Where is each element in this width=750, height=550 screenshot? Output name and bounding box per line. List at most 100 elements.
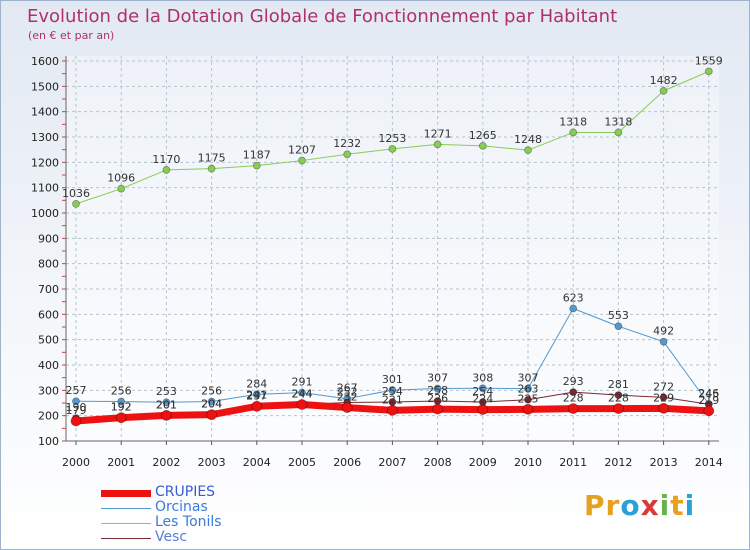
data-point-crupies [115,412,127,424]
data-point-les-tonils [72,199,80,208]
data-label-orcinas: 246 [698,387,719,400]
y-tick-label: 200 [38,410,59,423]
data-point-orcinas [117,397,126,406]
x-tick-label: 2013 [650,456,678,469]
data-point-crupies [658,402,669,414]
y-tick-label: 1100 [31,182,59,195]
data-label-crupies: 219 [698,394,719,407]
data-label-vesc: 252 [337,385,358,398]
data-point-crupies [251,400,263,412]
data-point-orcinas [207,397,216,406]
data-label-orcinas: 256 [111,384,132,397]
data-label-vesc: 201 [156,398,177,411]
data-label-orcinas: 257 [66,384,87,397]
data-label-orcinas: 553 [608,309,629,322]
y-tick-label: 500 [38,334,59,347]
data-label-orcinas: 492 [653,325,674,338]
y-tick-label: 400 [38,359,59,372]
data-point-orcinas [569,304,578,313]
data-label-orcinas: 307 [427,372,448,385]
data-label-vesc: 272 [653,380,674,393]
data-label-vesc: 204 [201,398,222,411]
data-point-orcinas [252,390,261,399]
data-point-orcinas [659,337,668,346]
data-label-les-tonils: 1232 [333,137,361,150]
y-tick-label: 1600 [31,55,59,68]
data-label-les-tonils: 1207 [288,144,316,157]
data-point-crupies [613,403,624,414]
data-label-orcinas: 308 [472,371,493,384]
x-tick-label: 2002 [152,456,180,469]
data-point-crupies [567,403,579,414]
data-label-les-tonils: 1559 [695,54,723,67]
x-tick-label: 2000 [62,456,90,469]
data-point-les-tonils [162,166,171,174]
data-point-orcinas [524,384,532,393]
data-label-crupies: 228 [563,392,584,405]
data-label-orcinas: 253 [156,385,177,398]
data-point-les-tonils [252,161,261,170]
data-label-crupies: 192 [111,401,132,414]
data-point-les-tonils [704,67,713,76]
data-label-vesc: 190 [66,401,87,414]
data-label-crupies: 224 [472,393,493,406]
y-tick-label: 600 [38,308,59,321]
data-label-vesc: 241 [246,388,267,401]
data-label-les-tonils: 1036 [62,187,90,200]
data-point-crupies [522,403,534,415]
data-label-orcinas: 291 [292,376,313,389]
data-label-les-tonils: 1318 [559,115,587,128]
data-point-crupies [386,404,398,416]
legend-label: Les Tonils [155,514,222,530]
data-point-vesc [659,393,668,402]
data-label-vesc: 244 [292,388,313,401]
data-label-les-tonils: 1248 [514,133,542,146]
x-tick-label: 2001 [107,456,135,469]
data-label-crupies: 244 [292,388,313,401]
data-point-les-tonils [298,156,306,165]
data-label-orcinas: 256 [201,384,222,397]
legend-swatch [101,490,151,497]
legend-label: CRUPIES [155,484,216,500]
data-point-les-tonils [207,164,216,173]
data-label-crupies: 201 [156,398,177,411]
data-point-crupies [341,402,353,413]
data-label-vesc: 281 [608,378,629,391]
data-point-les-tonils [433,140,442,149]
data-label-les-tonils: 1187 [243,149,271,162]
y-tick-label: 100 [38,435,59,448]
data-point-crupies [703,405,715,417]
legend-label: Vesc [155,529,188,545]
data-point-orcinas [478,384,487,393]
y-tick-label: 1300 [31,131,59,144]
x-tick-label: 2004 [243,456,271,469]
data-point-crupies [160,410,172,421]
legend-swatch [101,523,151,524]
x-tick-label: 2014 [695,456,723,469]
data-point-les-tonils [343,150,352,159]
data-point-orcinas [433,384,442,393]
y-tick-label: 1400 [31,106,59,119]
x-tick-label: 2011 [559,456,587,469]
x-tick-label: 2012 [604,456,632,469]
data-point-les-tonils [659,86,668,95]
x-tick-label: 2003 [198,456,226,469]
data-point-orcinas [72,397,80,406]
data-point-crupies [206,409,218,421]
x-tick-label: 2010 [514,456,542,469]
chart-subtitle: (en € et par an) [28,29,115,42]
data-label-vesc: 263 [518,383,539,396]
data-point-les-tonils [388,145,397,153]
data-point-crupies [477,404,489,415]
data-label-les-tonils: 1265 [469,129,497,142]
data-label-crupies: 229 [653,391,674,404]
legend-swatch [101,508,151,509]
data-point-orcinas [388,386,397,394]
data-label-vesc: 192 [111,401,132,414]
data-label-les-tonils: 1175 [198,152,226,165]
data-label-crupies: 204 [201,398,222,411]
data-point-orcinas [614,322,623,331]
data-label-orcinas: 301 [382,373,403,386]
